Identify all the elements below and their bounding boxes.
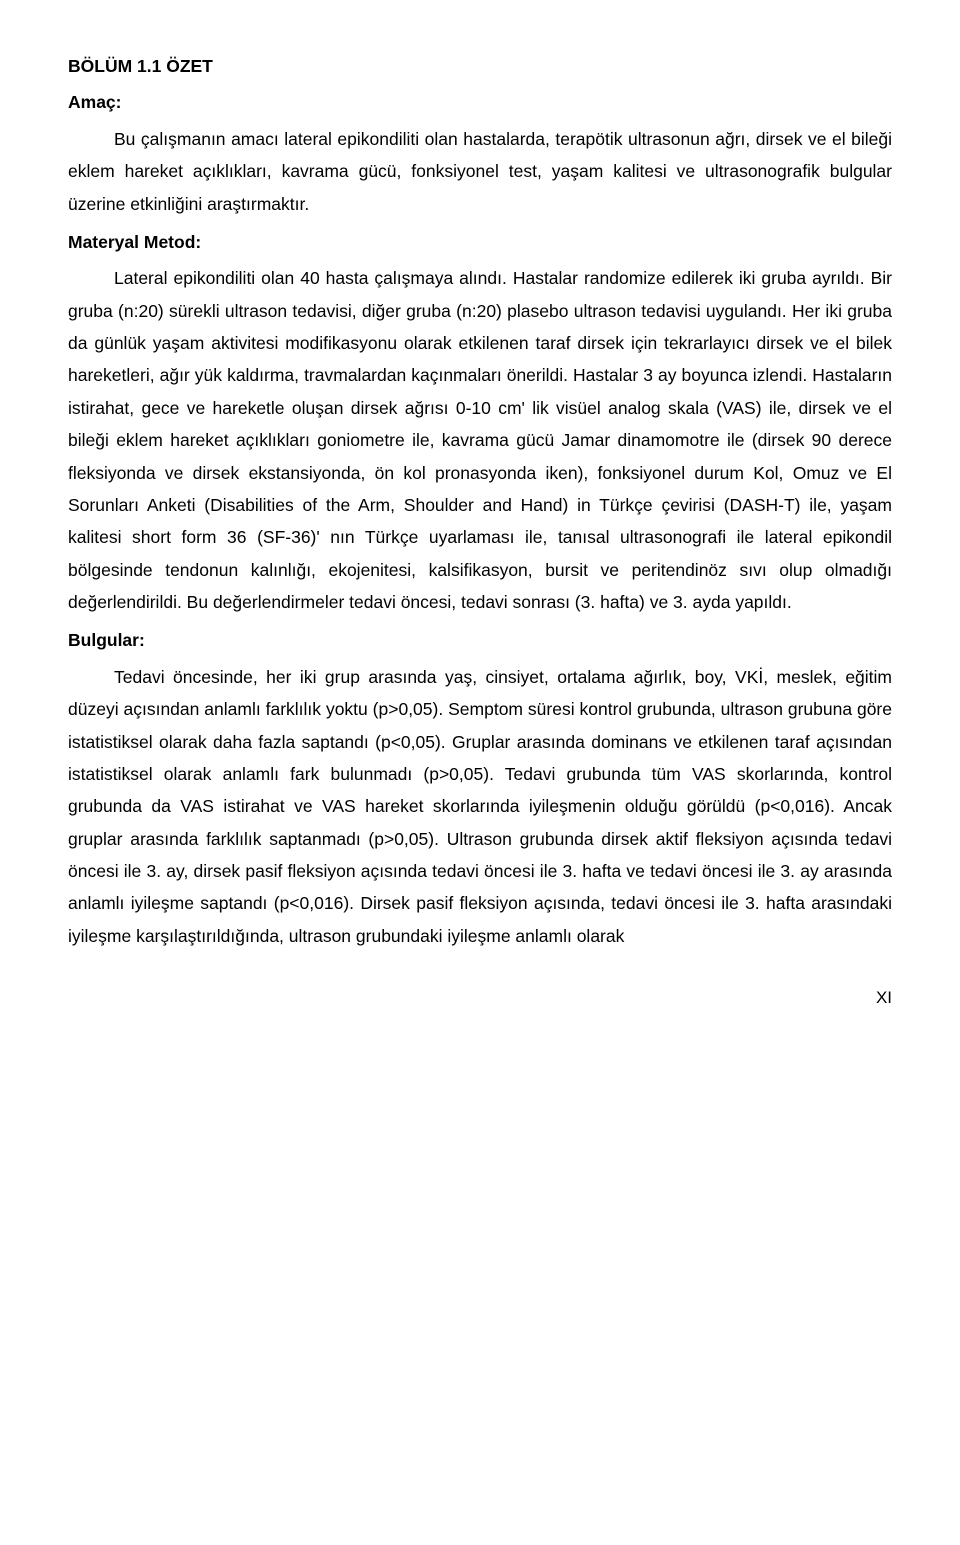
section-title: BÖLÜM 1.1 ÖZET <box>68 50 892 82</box>
page-number: XI <box>68 982 892 1013</box>
paragraph-metod: Lateral epikondiliti olan 40 hasta çalış… <box>68 262 892 618</box>
subheading-metod: Materyal Metod: <box>68 226 892 258</box>
subheading-amac: Amaç: <box>68 86 892 118</box>
subheading-bulgular: Bulgular: <box>68 624 892 656</box>
paragraph-amac: Bu çalışmanın amacı lateral epikondiliti… <box>68 123 892 220</box>
paragraph-bulgular: Tedavi öncesinde, her iki grup arasında … <box>68 661 892 952</box>
